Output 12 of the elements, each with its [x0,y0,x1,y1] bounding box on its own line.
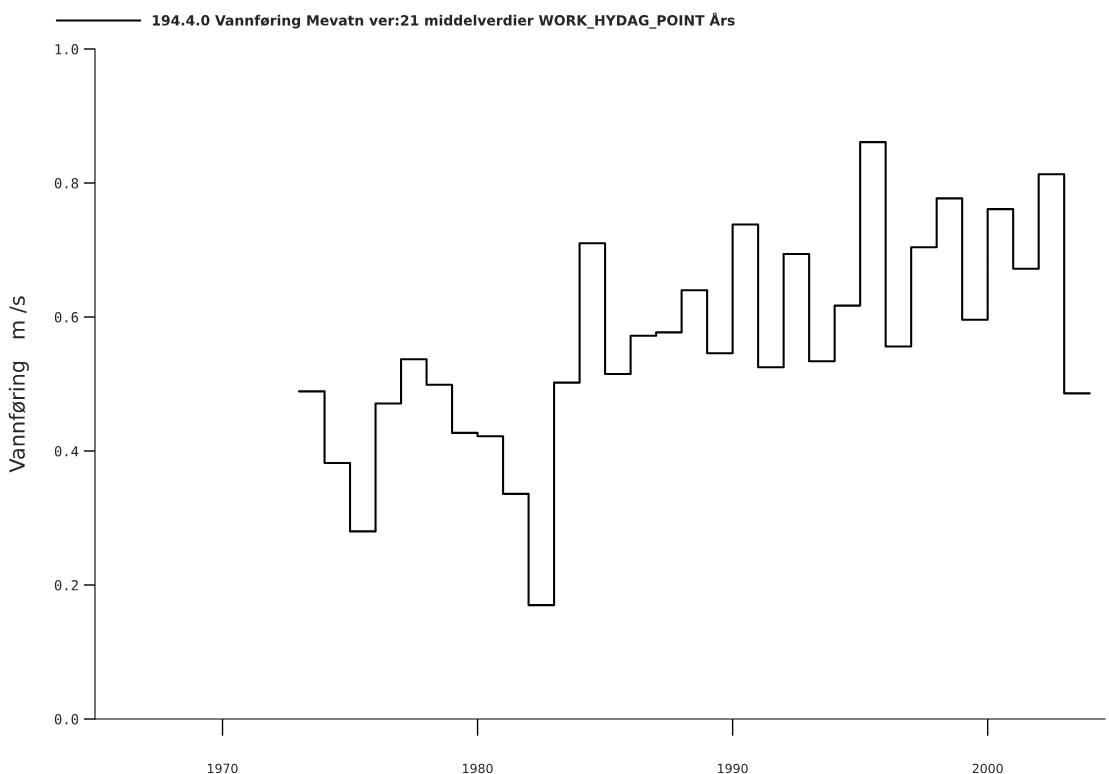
y-tick-label: 1.0 [55,44,79,55]
y-tick-label: 0.8 [54,178,79,189]
y-tick-label: 0.6 [54,312,79,323]
x-tick-label: 1980 [463,763,493,774]
y-tick-label: 0.2 [54,580,78,591]
x-tick-label: 1970 [207,763,238,774]
y-tick-label: 0.0 [54,714,79,725]
y-axis-title: Vannføring m /s [8,296,29,473]
y-tick-label: 0.4 [54,446,79,457]
x-tick-label: 2000 [972,763,1003,774]
x-tick-label: 1990 [718,763,748,774]
text: 194.4.0 Vannføring Mevatn ver:21 middelverdier WORK_HYDAG_POINT Års [152,12,735,29]
